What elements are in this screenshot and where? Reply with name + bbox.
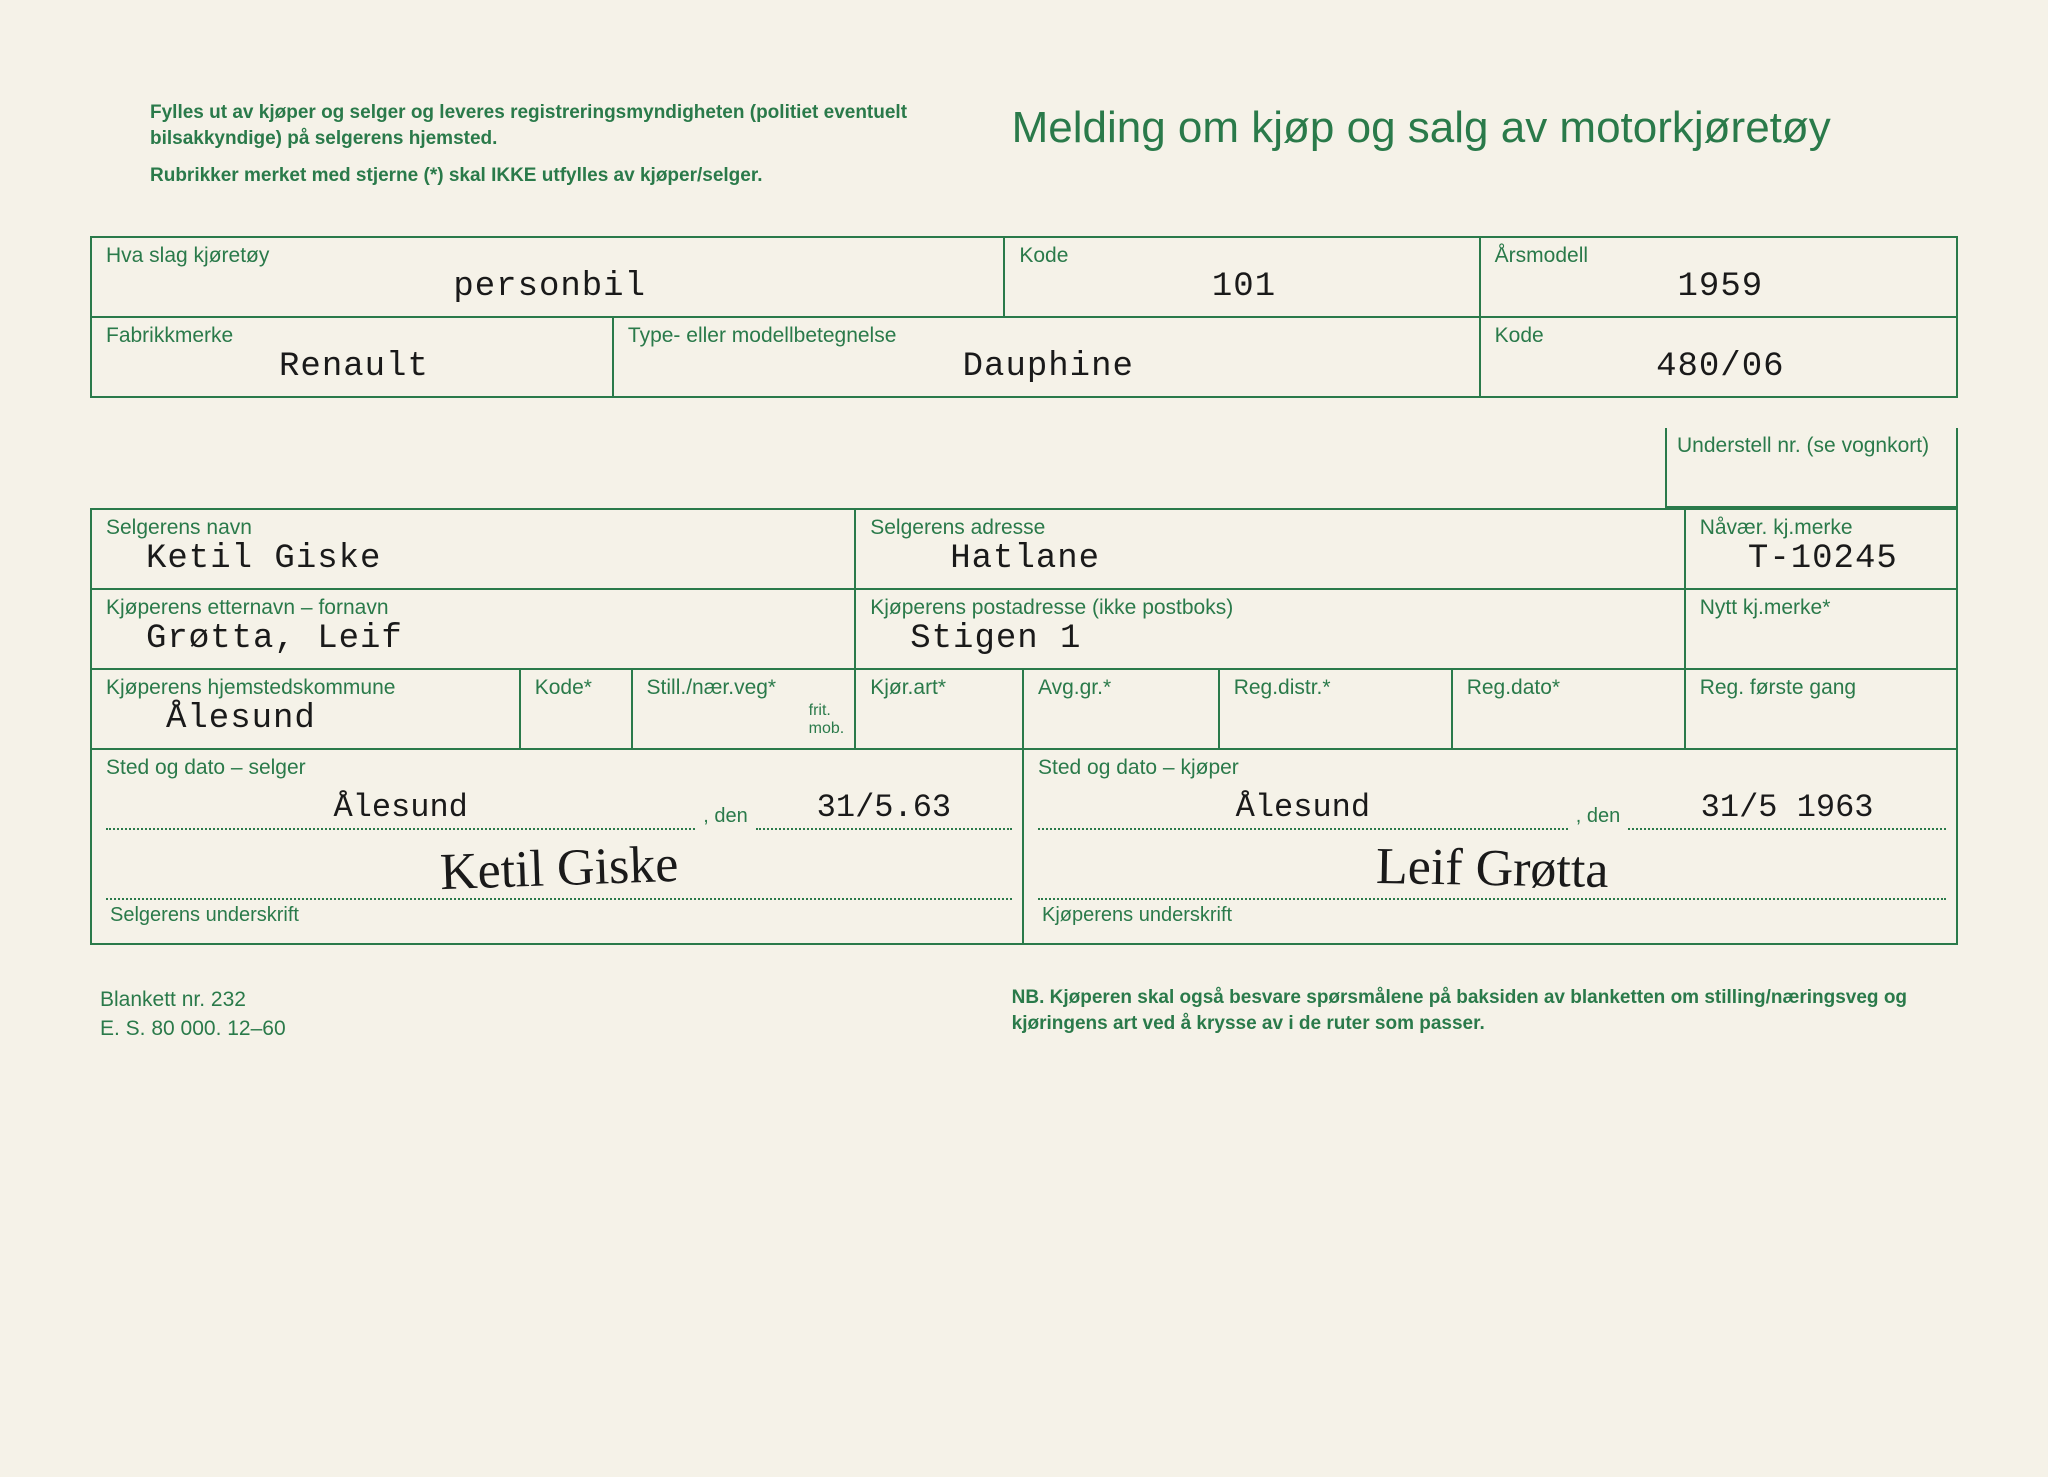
cell-sig-kjoper: Sted og dato – kjøper Ålesund , den 31/5… — [1024, 750, 1956, 943]
sted-kjoper-line: Ålesund , den 31/5 1963 — [1038, 782, 1946, 830]
label-nytt-kjmerke: Nytt kj.merke* — [1700, 596, 1946, 620]
cell-still: Still./nær.veg* frit. mob. — [633, 670, 857, 748]
nb-text: Kjøperen skal også besvare spørsmålene p… — [1012, 987, 1907, 1034]
instructions-2: Rubrikker merket med stjerne (*) skal IK… — [150, 163, 947, 189]
cell-kode1: Kode 101 — [1005, 238, 1480, 316]
cell-kjorart: Kjør.art* — [856, 670, 1024, 748]
vehicle-row-2: Fabrikkmerke Renault Type- eller modellb… — [92, 318, 1956, 396]
label-fabrikkmerke: Fabrikkmerke — [106, 324, 602, 348]
label-sted-kjoper: Sted og dato – kjøper — [1038, 756, 1946, 780]
value-sted-selger-date: 31/5.63 — [756, 789, 1012, 828]
value-navaer-kjmerke: T-10245 — [1700, 540, 1946, 578]
label-kode: Kode* — [535, 676, 621, 700]
vehicle-section: Hva slag kjøretøy personbil Kode 101 Års… — [90, 236, 1958, 398]
value-selger-adresse: Hatlane — [870, 540, 1673, 578]
label-regforste: Reg. første gang — [1700, 676, 1946, 700]
value-arsmodell: 1959 — [1495, 268, 1946, 306]
label-regdistr: Reg.distr.* — [1234, 676, 1441, 700]
cell-kjoper-navn: Kjøperens etternavn – fornavn Grøtta, Le… — [92, 590, 856, 668]
cell-arsmodell: Årsmodell 1959 — [1481, 238, 1956, 316]
sig-line-kjoper: Leif Grøtta — [1038, 830, 1946, 900]
details-row: Kjøperens hjemstedskommune Ålesund Kode*… — [92, 670, 1956, 750]
label-den-1: , den — [695, 805, 755, 830]
footer-left: Blankett nr. 232 E. S. 80 000. 12–60 — [90, 985, 987, 1044]
footer: Blankett nr. 232 E. S. 80 000. 12–60 NB.… — [90, 985, 1958, 1044]
caption-selger-sig: Selgerens underskrift — [106, 900, 1012, 935]
blankett-nr: Blankett nr. 232 — [100, 985, 987, 1014]
cell-regforste: Reg. første gang — [1686, 670, 1956, 748]
value-hjemsted: Ålesund — [106, 700, 509, 738]
cell-avggr: Avg.gr.* — [1024, 670, 1220, 748]
label-kjoper-adresse: Kjøperens postadresse (ikke postboks) — [870, 596, 1673, 620]
sig-line-selger: Ketil Giske — [106, 830, 1012, 900]
value-kode1: 101 — [1019, 268, 1468, 306]
es-code: E. S. 80 000. 12–60 — [100, 1014, 987, 1043]
nb-prefix: NB. — [1012, 987, 1045, 1008]
label-arsmodell: Årsmodell — [1495, 244, 1946, 268]
label-kjoper-navn: Kjøperens etternavn – fornavn — [106, 596, 844, 620]
cell-selger-adresse: Selgerens adresse Hatlane — [856, 510, 1685, 588]
label-den-2: , den — [1568, 805, 1628, 830]
cell-vehicle-type: Hva slag kjøretøy personbil — [92, 238, 1005, 316]
cell-kode2: Kode 480/06 — [1481, 318, 1956, 396]
label-understell: Understell nr. (se vognkort) — [1677, 434, 1929, 457]
value-kjoper-navn: Grøtta, Leif — [106, 620, 844, 658]
label-hjemsted: Kjøperens hjemstedskommune — [106, 676, 509, 700]
label-sted-selger: Sted og dato – selger — [106, 756, 1012, 780]
label-vehicle-type: Hva slag kjøretøy — [106, 244, 993, 268]
sub-still: frit. mob. — [809, 702, 845, 737]
cell-kjoper-adresse: Kjøperens postadresse (ikke postboks) St… — [856, 590, 1685, 668]
label-navaer-kjmerke: Nåvær. kj.merke — [1700, 516, 1946, 540]
value-sted-selger-place: Ålesund — [106, 789, 695, 828]
value-sted-kjoper-date: 31/5 1963 — [1628, 789, 1946, 828]
cell-hjemsted: Kjøperens hjemstedskommune Ålesund — [92, 670, 521, 748]
cell-sig-selger: Sted og dato – selger Ålesund , den 31/5… — [92, 750, 1024, 943]
cell-kode: Kode* — [521, 670, 633, 748]
label-still: Still./nær.veg* — [647, 676, 845, 700]
label-avggr: Avg.gr.* — [1038, 676, 1208, 700]
instructions-block: Fylles ut av kjøper og selger og leveres… — [90, 100, 987, 201]
label-selger-adresse: Selgerens adresse — [870, 516, 1673, 540]
label-kode1: Kode — [1019, 244, 1468, 268]
cell-fabrikkmerke: Fabrikkmerke Renault — [92, 318, 614, 396]
cell-nytt-kjmerke: Nytt kj.merke* — [1686, 590, 1956, 668]
cell-navaer-kjmerke: Nåvær. kj.merke T-10245 — [1686, 510, 1956, 588]
value-kode2: 480/06 — [1495, 348, 1946, 386]
footer-nb: NB. Kjøperen skal også besvare spørsmåle… — [987, 985, 1958, 1044]
value-vehicle-type: personbil — [106, 268, 993, 306]
form-page: Fylles ut av kjøper og selger og leveres… — [0, 0, 2048, 1477]
sub-still-mob: mob. — [809, 720, 845, 738]
sted-selger-line: Ålesund , den 31/5.63 — [106, 782, 1012, 830]
label-kjorart: Kjør.art* — [870, 676, 1012, 700]
cell-regdistr: Reg.distr.* — [1220, 670, 1453, 748]
instructions-1: Fylles ut av kjøper og selger og leveres… — [150, 100, 947, 151]
buyer-row: Kjøperens etternavn – fornavn Grøtta, Le… — [92, 590, 1956, 670]
cell-understell: Understell nr. (se vognkort) — [1665, 428, 1958, 508]
sub-still-frit: frit. — [809, 702, 845, 720]
seller-row: Selgerens navn Ketil Giske Selgerens adr… — [92, 510, 1956, 590]
header: Fylles ut av kjøper og selger og leveres… — [90, 100, 1958, 201]
value-sted-kjoper-place: Ålesund — [1038, 789, 1568, 828]
parties-section: Selgerens navn Ketil Giske Selgerens adr… — [90, 508, 1958, 945]
form-title: Melding om kjøp og salg av motorkjøretøy — [987, 100, 1958, 201]
value-selger-navn: Ketil Giske — [106, 540, 844, 578]
cell-modell: Type- eller modellbetegnelse Dauphine — [614, 318, 1481, 396]
label-kode2: Kode — [1495, 324, 1946, 348]
vehicle-row-1: Hva slag kjøretøy personbil Kode 101 Års… — [92, 238, 1956, 318]
label-modell: Type- eller modellbetegnelse — [628, 324, 1469, 348]
signature-selger: Ketil Giske — [439, 835, 679, 902]
value-fabrikkmerke: Renault — [106, 348, 602, 386]
cell-selger-navn: Selgerens navn Ketil Giske — [92, 510, 856, 588]
caption-kjoper-sig: Kjøperens underskrift — [1038, 900, 1946, 935]
signature-kjoper: Leif Grøtta — [1375, 837, 1608, 900]
label-selger-navn: Selgerens navn — [106, 516, 844, 540]
value-kjoper-adresse: Stigen 1 — [870, 620, 1673, 658]
cell-regdato: Reg.dato* — [1453, 670, 1686, 748]
label-regdato: Reg.dato* — [1467, 676, 1674, 700]
signature-row: Sted og dato – selger Ålesund , den 31/5… — [92, 750, 1956, 943]
value-modell: Dauphine — [628, 348, 1469, 386]
